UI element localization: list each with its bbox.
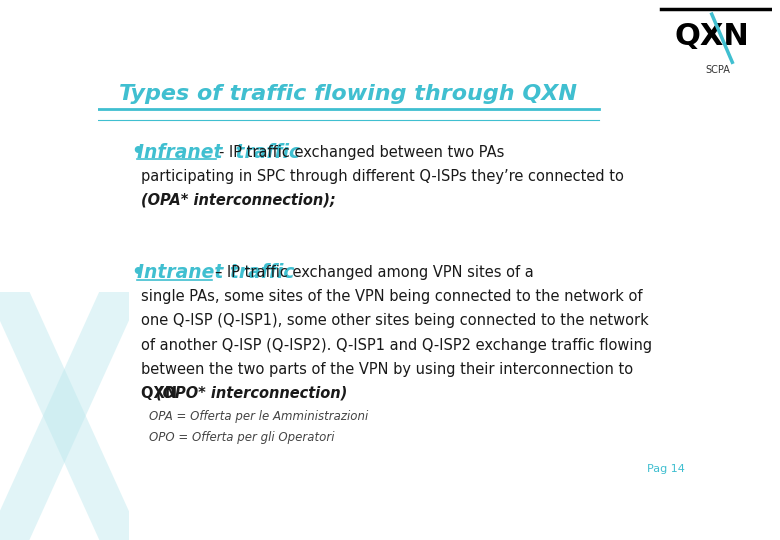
Text: Infranet  traffic: Infranet traffic: [136, 143, 300, 161]
Text: – IP traffic exchanged among VPN sites of a: – IP traffic exchanged among VPN sites o…: [215, 265, 534, 280]
Text: QXN: QXN: [675, 22, 749, 51]
Text: OPA = Offerta per le Amministrazioni: OPA = Offerta per le Amministrazioni: [149, 410, 368, 423]
Text: Intranet traffic: Intranet traffic: [136, 263, 294, 282]
Text: OPO = Offerta per gli Operatori: OPO = Offerta per gli Operatori: [149, 431, 335, 444]
Text: Types of traffic flowing through QXN: Types of traffic flowing through QXN: [119, 84, 577, 104]
Text: SCPA: SCPA: [705, 65, 730, 75]
Text: •: •: [130, 140, 145, 164]
Text: Pag 14: Pag 14: [647, 464, 685, 474]
Text: between the two parts of the VPN by using their interconnection to: between the two parts of the VPN by usin…: [141, 362, 633, 377]
Text: (OPO* interconnection): (OPO* interconnection): [155, 386, 347, 401]
Text: •: •: [130, 261, 145, 285]
Text: (OPA* interconnection);: (OPA* interconnection);: [141, 193, 335, 208]
Text: single PAs, some sites of the VPN being connected to the network of: single PAs, some sites of the VPN being …: [141, 289, 643, 305]
Text: participating in SPC through different Q-ISPs they’re connected to: participating in SPC through different Q…: [141, 168, 624, 184]
Text: QXN: QXN: [141, 386, 183, 401]
Text: of another Q-ISP (Q-ISP2). Q-ISP1 and Q-ISP2 exchange traffic flowing: of another Q-ISP (Q-ISP2). Q-ISP1 and Q-…: [141, 338, 652, 353]
Text: - IP traffic exchanged between two PAs: - IP traffic exchanged between two PAs: [219, 145, 505, 160]
Text: one Q-ISP (Q-ISP1), some other sites being connected to the network: one Q-ISP (Q-ISP1), some other sites bei…: [141, 313, 649, 328]
